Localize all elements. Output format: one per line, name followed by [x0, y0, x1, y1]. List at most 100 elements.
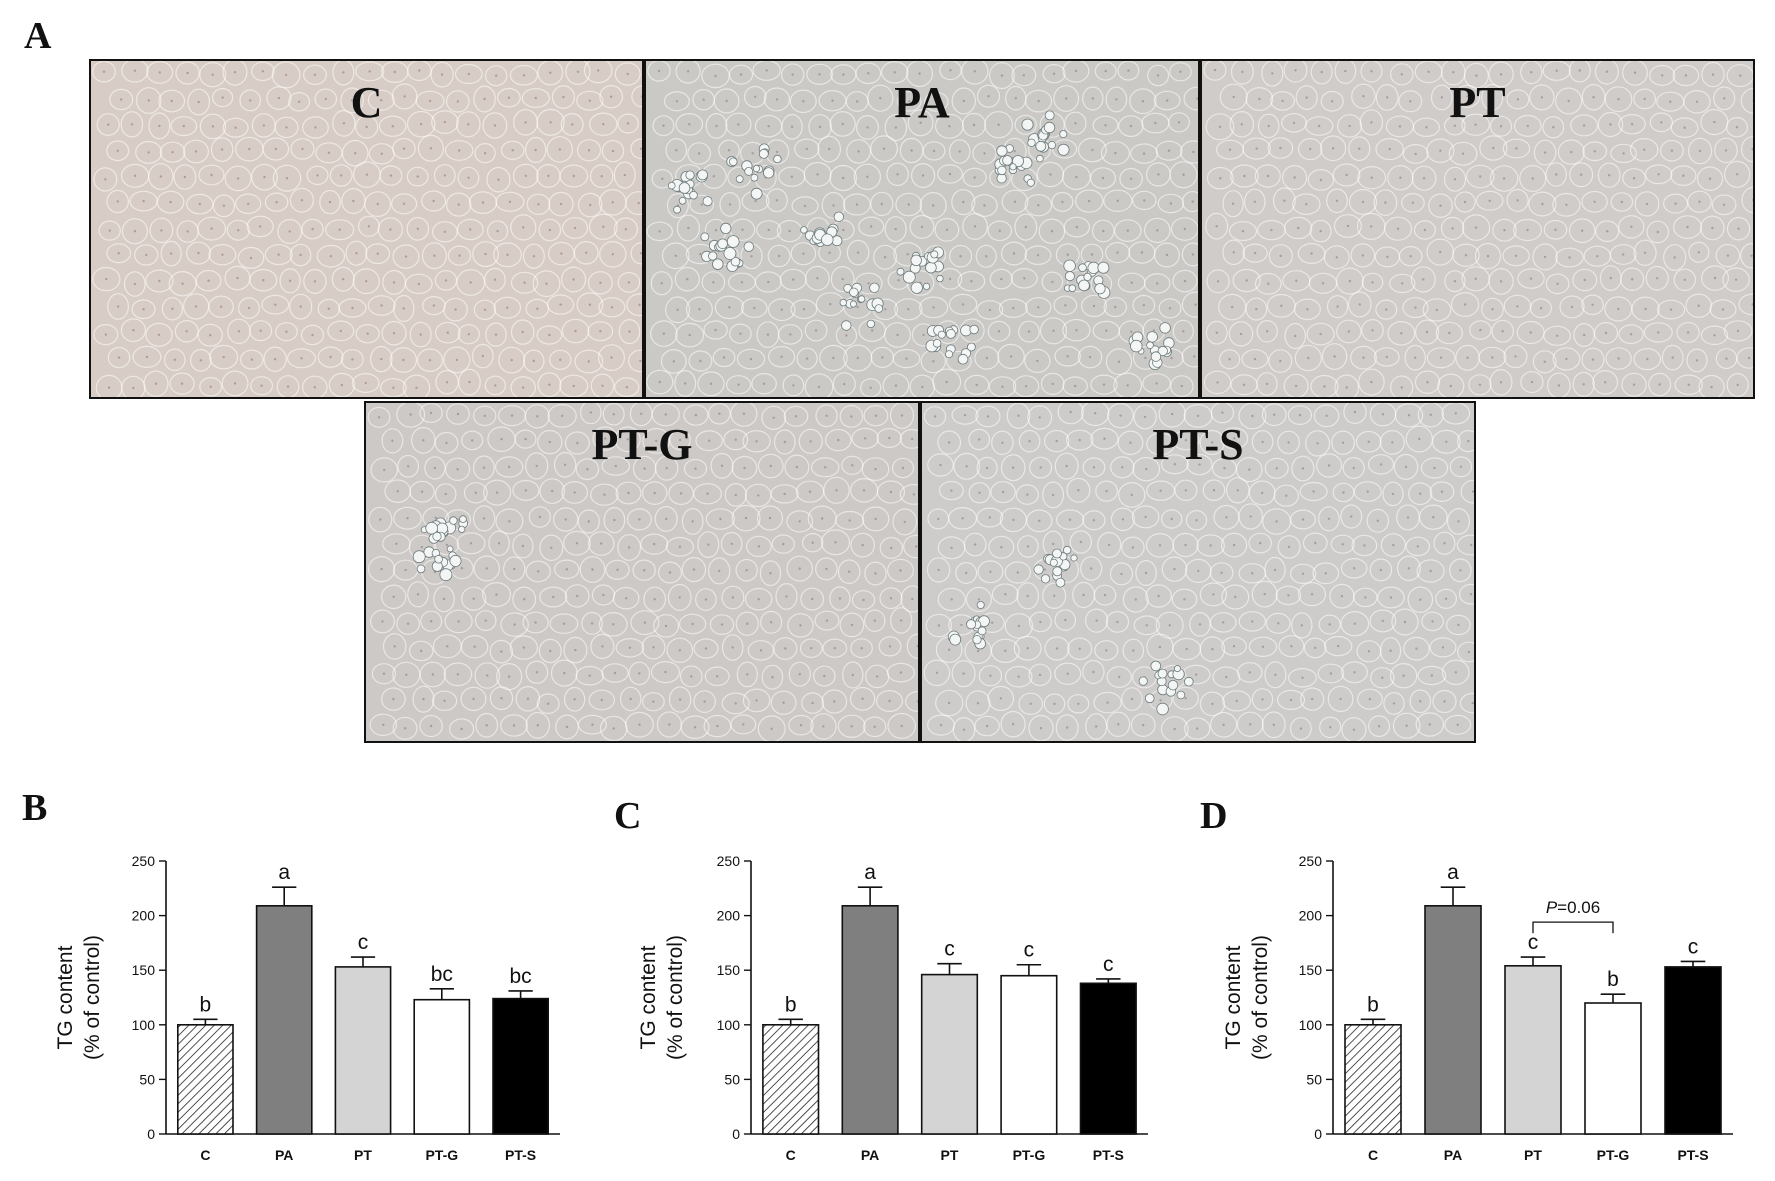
cell — [837, 714, 866, 738]
cell — [1160, 716, 1189, 741]
cell — [650, 661, 681, 684]
cell — [1292, 193, 1321, 215]
cell — [331, 266, 355, 292]
cell — [1302, 532, 1328, 554]
cell-nucleus — [117, 252, 120, 255]
cell-nucleus — [576, 441, 579, 445]
cell-nucleus — [469, 228, 472, 231]
cell — [1581, 190, 1608, 213]
cell-nucleus — [1177, 121, 1181, 124]
cell-nucleus — [1074, 384, 1077, 388]
cell — [412, 685, 435, 713]
cell-nucleus — [262, 279, 265, 282]
cell — [899, 483, 918, 505]
cell-nucleus — [1314, 646, 1317, 650]
cell-nucleus — [1698, 200, 1701, 203]
cell-nucleus — [1479, 328, 1482, 332]
cell-nucleus — [757, 494, 760, 497]
cell-nucleus — [851, 673, 854, 677]
cell — [1254, 272, 1282, 295]
cell — [1206, 269, 1230, 294]
cell-nucleus — [906, 253, 909, 256]
cell — [1153, 90, 1181, 111]
cell — [1741, 186, 1753, 214]
cell — [882, 373, 910, 397]
cell-nucleus — [734, 702, 737, 705]
cell-nucleus — [1439, 356, 1443, 359]
cell-nucleus — [1425, 126, 1428, 129]
cell-nucleus — [1239, 332, 1243, 336]
cell — [1169, 161, 1198, 189]
cell — [1724, 160, 1751, 188]
cell-nucleus — [1038, 519, 1041, 522]
cell — [681, 557, 707, 583]
cell — [369, 713, 398, 736]
cell-nucleus — [1038, 416, 1041, 419]
cell-nucleus — [328, 200, 332, 204]
cell-nucleus — [524, 437, 527, 441]
cell — [773, 637, 798, 660]
cell — [456, 532, 486, 555]
cell — [526, 193, 551, 215]
cell — [1714, 137, 1738, 164]
cell — [433, 164, 456, 187]
cell — [1062, 376, 1088, 396]
cell-nucleus — [1051, 493, 1055, 497]
cell-nucleus — [716, 724, 719, 728]
cell-nucleus — [907, 203, 910, 206]
cell-nucleus — [1168, 307, 1172, 310]
cell-nucleus — [867, 72, 870, 75]
cell-nucleus — [612, 727, 615, 730]
cell — [953, 452, 981, 480]
cell-nucleus — [1414, 356, 1417, 359]
cell-nucleus — [794, 415, 798, 418]
cell-nucleus — [602, 225, 605, 228]
cell-nucleus — [1132, 649, 1135, 652]
cell — [1320, 90, 1344, 112]
cell — [919, 192, 947, 220]
cell — [892, 508, 918, 536]
cell — [899, 428, 918, 449]
cell — [1316, 453, 1343, 478]
cell — [905, 691, 918, 712]
cell — [1291, 612, 1313, 639]
cell — [1646, 220, 1670, 244]
cell-nucleus — [142, 308, 145, 311]
lipid-droplet — [1150, 351, 1162, 362]
cell — [615, 638, 645, 658]
cell-nucleus — [1216, 381, 1219, 384]
cell — [1257, 113, 1280, 139]
lipid-droplet — [1150, 660, 1162, 672]
cell-nucleus — [672, 360, 675, 363]
cell — [457, 324, 480, 345]
cell — [863, 404, 889, 427]
cell-nucleus — [355, 252, 358, 255]
cell — [977, 560, 1004, 584]
cell-nucleus — [704, 647, 708, 650]
cell — [815, 557, 838, 581]
cell-nucleus — [376, 202, 379, 206]
cell-nucleus — [802, 252, 805, 255]
cell-nucleus — [948, 277, 952, 281]
cell — [1303, 637, 1327, 659]
cell — [409, 480, 435, 503]
cell — [1298, 582, 1327, 607]
lipid-droplet-cluster — [947, 600, 990, 650]
cell — [1581, 294, 1604, 316]
cell-nucleus — [1130, 697, 1134, 701]
cell — [752, 61, 781, 81]
cell-nucleus — [1337, 644, 1340, 648]
cell-nucleus — [950, 546, 953, 549]
cell-nucleus — [573, 226, 577, 230]
cell — [371, 663, 396, 685]
cell-nucleus — [534, 148, 537, 152]
cell-nucleus — [1673, 256, 1676, 259]
cell — [1199, 429, 1225, 456]
bar-pt — [334, 966, 392, 1135]
cell-nucleus — [1267, 282, 1270, 285]
cell-nucleus — [1194, 303, 1197, 306]
cell-nucleus — [1529, 277, 1533, 280]
cell — [1657, 299, 1686, 320]
cell — [824, 428, 852, 452]
cell — [1113, 219, 1142, 243]
